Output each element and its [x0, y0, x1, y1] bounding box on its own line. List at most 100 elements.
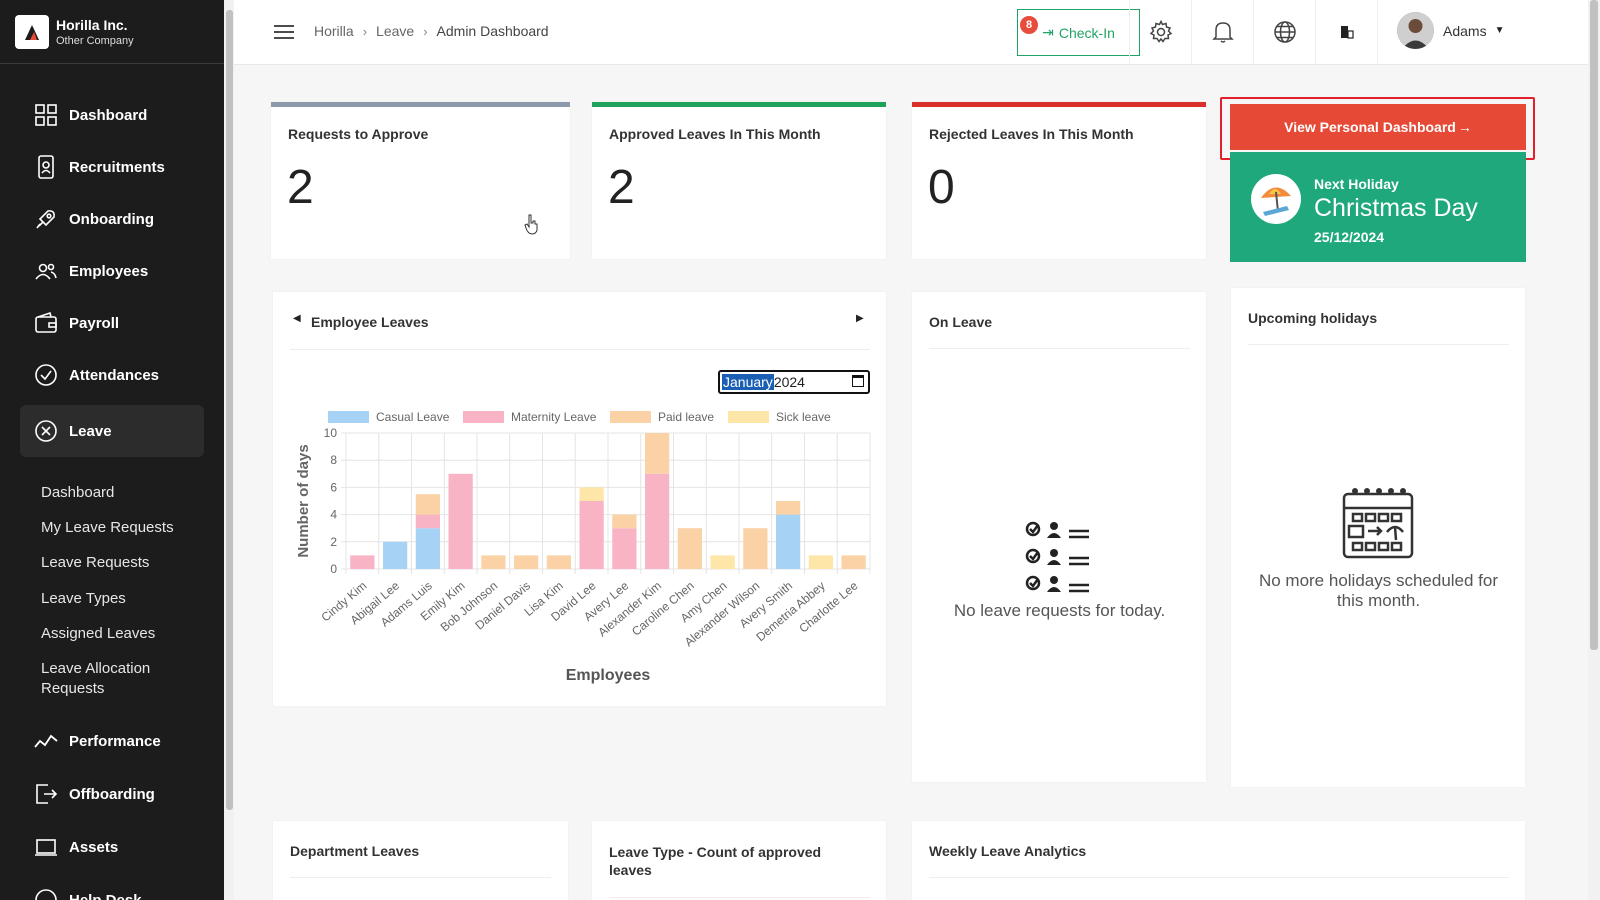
next-arrow-icon[interactable]: ▶ — [856, 313, 864, 324]
holiday-date: 25/12/2024 — [1314, 229, 1385, 245]
bar-segment — [579, 501, 604, 569]
settings-button[interactable] — [1129, 0, 1191, 64]
dashboard-icon — [35, 104, 57, 126]
company-switch-button[interactable] — [1315, 0, 1377, 64]
sidebar-item-label: Dashboard — [69, 106, 148, 124]
user-name: Adams — [1443, 22, 1487, 39]
sidebar-item-assets[interactable]: Assets — [20, 821, 204, 873]
x-axis-title: Employees — [566, 667, 651, 684]
sidebar-scrollbar-thumb[interactable] — [226, 10, 233, 810]
view-personal-dashboard-label: View Personal Dashboard — [1284, 119, 1456, 135]
notification-count-badge: 8 — [1020, 16, 1038, 34]
calendar-holiday-icon — [1342, 488, 1414, 559]
sidebar-item-recruitments[interactable]: Recruitments — [20, 141, 204, 193]
leave-icon — [35, 420, 57, 442]
sidebar-subitem-dashboard[interactable]: Dashboard — [41, 484, 115, 501]
checklist-people-icon — [1025, 521, 1089, 593]
breadcrumb-current: Admin Dashboard — [436, 23, 549, 39]
check-circle-icon — [35, 364, 57, 386]
sidebar-item-label: Employees — [69, 262, 149, 280]
sidebar-subitem-leave-allocation-requests[interactable]: Leave Allocation Requests — [41, 660, 151, 697]
wallet-icon — [35, 311, 57, 333]
exit-icon — [36, 784, 58, 804]
sidebar-item-onboarding[interactable]: Onboarding — [20, 193, 204, 245]
bar-segment — [808, 555, 833, 569]
stat-card-requests-to-approve[interactable]: Requests to Approve 2 — [271, 102, 570, 259]
y-tick-label: 2 — [330, 535, 337, 549]
empty-state-text: No leave requests for today. — [953, 601, 1166, 620]
stat-card-accent-bar — [912, 102, 1206, 107]
view-personal-dashboard-button[interactable]: View Personal Dashboard → — [1230, 104, 1526, 150]
sidebar-item-leave[interactable]: Leave — [20, 405, 204, 457]
next-holiday-card: Next Holiday Christmas Day 25/12/2024 — [1230, 152, 1526, 262]
sidebar-subitem-assigned-leaves[interactable]: Assigned Leaves — [41, 625, 156, 642]
sidebar-item-label: Help Desk — [69, 891, 142, 900]
calendar-icon — [852, 375, 864, 387]
department-leaves-panel: Department Leaves — [273, 821, 568, 900]
user-menu[interactable]: Adams ▼ — [1397, 12, 1504, 49]
stat-card-rejected-leaves[interactable]: Rejected Leaves In This Month 0 — [912, 102, 1206, 259]
sidebar-item-payroll[interactable]: Payroll — [20, 297, 204, 349]
bar-segment — [415, 514, 440, 529]
previous-arrow-icon[interactable]: ◀ — [293, 313, 301, 324]
sidebar-item-label: Attendances — [69, 366, 160, 384]
sidebar-subitem-leave-types[interactable]: Leave Types — [41, 590, 126, 607]
on-leave-panel: On Leave No leave requests for today. — [912, 292, 1206, 782]
sidebar-item-offboarding[interactable]: Offboarding — [20, 768, 204, 820]
page-scrollbar-thumb[interactable] — [1590, 0, 1598, 650]
legend-swatch — [463, 411, 504, 423]
people-icon — [35, 263, 57, 280]
sidebar-item-attendances[interactable]: Attendances — [20, 349, 204, 401]
user-menu-area — [1377, 0, 1588, 64]
sidebar-item-performance[interactable]: Performance — [20, 715, 204, 767]
sidebar-subitem-leave-requests[interactable]: Leave Requests — [41, 554, 150, 571]
bar-segment — [776, 514, 801, 569]
language-button[interactable] — [1253, 0, 1315, 64]
help-icon — [35, 889, 57, 900]
sidebar-subitem-my-leave-requests[interactable]: My Leave Requests — [41, 519, 174, 536]
sidebar-item-label: Offboarding — [69, 785, 155, 803]
sidebar-item-label: Assets — [69, 838, 119, 856]
divider — [609, 897, 870, 898]
leave-type-panel: Leave Type - Count of approved leaves — [592, 821, 886, 900]
breadcrumb-item[interactable]: Horilla — [314, 23, 354, 39]
bar-segment — [677, 528, 702, 569]
laptop-icon — [35, 839, 57, 856]
month-value: January — [722, 374, 774, 390]
stat-value: 2 — [608, 161, 635, 214]
bar-segment — [743, 528, 768, 569]
bar-segment — [481, 555, 506, 569]
bar-segment — [776, 501, 801, 515]
bar-segment — [546, 555, 571, 569]
hand-cursor-icon — [524, 214, 538, 235]
panel-title: Department Leaves — [290, 843, 420, 859]
check-in-button[interactable]: ⇥ Check-In — [1017, 9, 1140, 56]
menu-toggle-icon[interactable] — [274, 22, 294, 42]
stat-card-accent-bar — [271, 102, 570, 107]
stat-value: 0 — [928, 161, 955, 214]
divider — [290, 877, 551, 878]
bar-segment — [612, 514, 637, 529]
sidebar-item-employees[interactable]: Employees — [20, 245, 204, 297]
y-axis-title: Number of days — [295, 444, 312, 557]
bell-icon — [1211, 22, 1234, 43]
bar-segment — [645, 473, 670, 569]
brand[interactable]: Horilla Inc. Other Company — [0, 0, 224, 64]
sidebar-item-help-desk[interactable]: Help Desk — [20, 874, 204, 900]
legend-swatch — [728, 411, 769, 423]
bar-segment — [448, 473, 473, 569]
month-picker-input[interactable]: January 2024 — [718, 370, 870, 394]
notifications-button[interactable] — [1191, 0, 1253, 64]
top-header: Horilla › Leave › Admin Dashboard ⇥ Chec… — [234, 0, 1588, 65]
bar-segment — [710, 555, 735, 569]
employee-leaves-panel: ◀ Employee Leaves ▶ — [273, 292, 886, 706]
y-tick-label: 8 — [330, 453, 337, 467]
sidebar-item-dashboard[interactable]: Dashboard — [20, 89, 204, 141]
avatar — [1397, 12, 1434, 49]
arrow-right-icon: → — [1457, 119, 1472, 135]
stat-card-approved-leaves[interactable]: Approved Leaves In This Month 2 — [592, 102, 886, 259]
login-icon: ⇥ — [1042, 24, 1054, 40]
legend-swatch — [328, 411, 369, 423]
trend-icon — [34, 734, 58, 748]
breadcrumb-item[interactable]: Leave — [376, 23, 415, 39]
